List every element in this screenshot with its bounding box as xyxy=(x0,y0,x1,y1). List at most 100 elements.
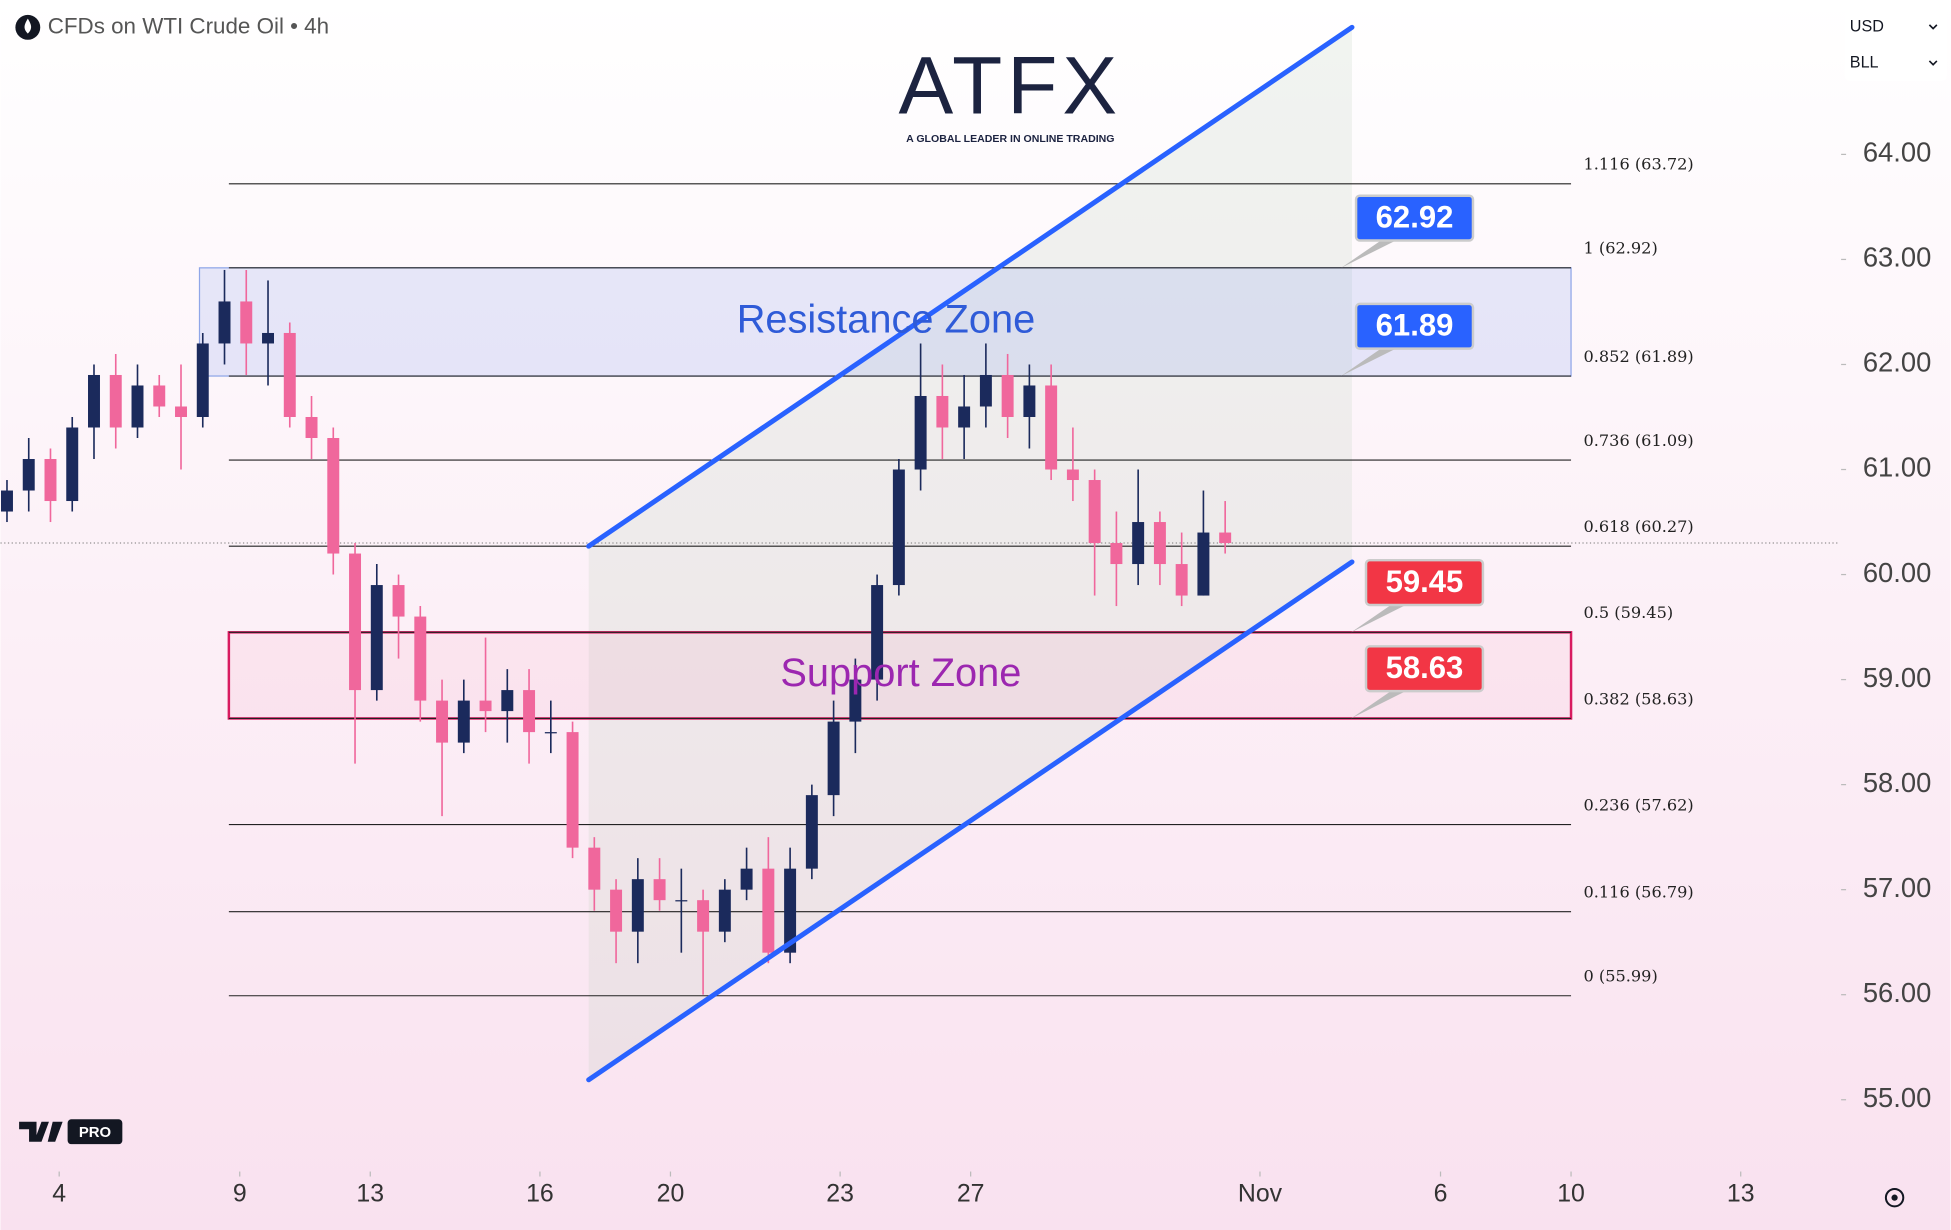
candle-body xyxy=(457,700,470,743)
candle-body xyxy=(262,332,275,344)
candle-body xyxy=(370,585,383,691)
fib-label: 1 (62.92) xyxy=(1583,239,1657,258)
unit-select[interactable]: BLL xyxy=(1850,54,1879,72)
tag-label: 59.45 xyxy=(1386,564,1464,599)
candle-body xyxy=(762,868,775,953)
candle-body xyxy=(22,459,35,491)
y-tick-label: 58.00 xyxy=(1863,767,1931,798)
candle-body xyxy=(588,847,601,890)
chevron xyxy=(1928,24,1938,30)
candle-body xyxy=(784,868,797,953)
x-tick-label: 16 xyxy=(526,1180,554,1208)
candle-body xyxy=(675,900,688,902)
plot-area: 55.00 56.00 57.00 58.00 59.00 60.00 61.00 62.00… xyxy=(0,24,1931,1208)
x-tick-label: 9 xyxy=(233,1180,247,1208)
candle-body xyxy=(1110,543,1123,565)
candle-body xyxy=(218,301,231,344)
y-tick-label: 61.00 xyxy=(1863,452,1931,483)
zone xyxy=(198,267,1572,377)
tag-label: 62.92 xyxy=(1376,200,1454,235)
candle-body xyxy=(979,374,992,407)
candle-body xyxy=(827,721,840,796)
x-tick-label: 20 xyxy=(657,1180,685,1208)
x-tick-label: 27 xyxy=(957,1180,985,1208)
candle-body xyxy=(610,889,623,932)
tag-box xyxy=(1354,194,1475,242)
y-tick-label: 63.00 xyxy=(1863,242,1931,273)
candle-body xyxy=(740,868,753,890)
tag-label: 58.63 xyxy=(1386,650,1464,685)
y-tick-label: 60.00 xyxy=(1863,557,1931,588)
candle-body xyxy=(1001,374,1014,417)
x-tick-label: 23 xyxy=(826,1180,854,1208)
tag-box xyxy=(1364,558,1485,607)
y-tick-label: 55.00 xyxy=(1863,1082,1931,1113)
badge: PRO xyxy=(79,1124,111,1141)
chevron xyxy=(1928,60,1938,66)
candle-body xyxy=(544,732,557,734)
y-tick-label: 64.00 xyxy=(1863,137,1931,168)
candle-body xyxy=(1066,469,1079,481)
candle-body xyxy=(436,700,449,743)
candle-body xyxy=(1132,522,1145,565)
fib-label: 0.852 (61.89) xyxy=(1583,347,1693,366)
x-tick-label: 13 xyxy=(356,1180,384,1208)
candle-body xyxy=(892,469,905,586)
candle-body xyxy=(66,427,79,502)
candle-body xyxy=(88,374,100,428)
fib-label: 0.382 (58.63) xyxy=(1583,689,1693,708)
zone-label: Resistance Zone xyxy=(737,297,1036,341)
candle-body xyxy=(196,343,209,417)
candle-body xyxy=(849,679,862,722)
channel-fill xyxy=(588,27,1352,1080)
zone xyxy=(227,631,1573,720)
candle-body xyxy=(697,900,710,932)
fib-label: 0 (55.99) xyxy=(1583,967,1657,986)
zone-label: Support Zone xyxy=(780,651,1021,695)
tag-label: 61.89 xyxy=(1376,308,1454,343)
channel-line xyxy=(586,24,1355,549)
drop-icon xyxy=(24,18,32,34)
candle-body xyxy=(1197,532,1210,596)
candle-body xyxy=(327,438,340,554)
y-tick-label: 56.00 xyxy=(1863,977,1931,1008)
logo-name: ATFX xyxy=(899,41,1123,132)
candle-body xyxy=(871,585,884,680)
candle-body xyxy=(349,553,362,691)
candle-body xyxy=(305,416,318,439)
x-tick-label: Nov xyxy=(1238,1180,1283,1208)
candle-body xyxy=(958,406,971,428)
candle-body xyxy=(131,385,144,428)
x-tick-label: 10 xyxy=(1557,1180,1585,1208)
candle-body xyxy=(1045,385,1058,470)
fib-label: 1.116 (63.72) xyxy=(1583,155,1693,174)
x-tick-label: 6 xyxy=(1434,1180,1448,1208)
candle-body xyxy=(566,732,579,848)
candle-body xyxy=(1023,385,1036,417)
candle-body xyxy=(414,616,427,701)
candle-body xyxy=(631,879,644,932)
candle-body xyxy=(283,332,296,417)
fib-label: 0.236 (57.62) xyxy=(1583,795,1693,814)
candle-body xyxy=(0,490,13,512)
candle-body xyxy=(153,385,166,407)
candle-body xyxy=(44,459,57,502)
unit-panel xyxy=(1844,6,1947,81)
candle-body xyxy=(1153,522,1166,565)
settings-icon[interactable] xyxy=(1884,1187,1905,1208)
candle-body xyxy=(1219,532,1232,544)
candle-body xyxy=(479,700,492,712)
y-tick-label: 59.00 xyxy=(1863,662,1931,693)
candle-body xyxy=(1088,480,1101,544)
currency-select[interactable]: USD xyxy=(1850,18,1884,36)
candle-body xyxy=(501,690,514,712)
tag-pointer xyxy=(1341,240,1396,268)
x-tick-label: 4 xyxy=(52,1180,66,1208)
candle-body xyxy=(653,879,666,901)
candle-body xyxy=(805,795,818,869)
x-tick-label: 13 xyxy=(1727,1180,1755,1208)
candle-body xyxy=(1175,564,1188,596)
